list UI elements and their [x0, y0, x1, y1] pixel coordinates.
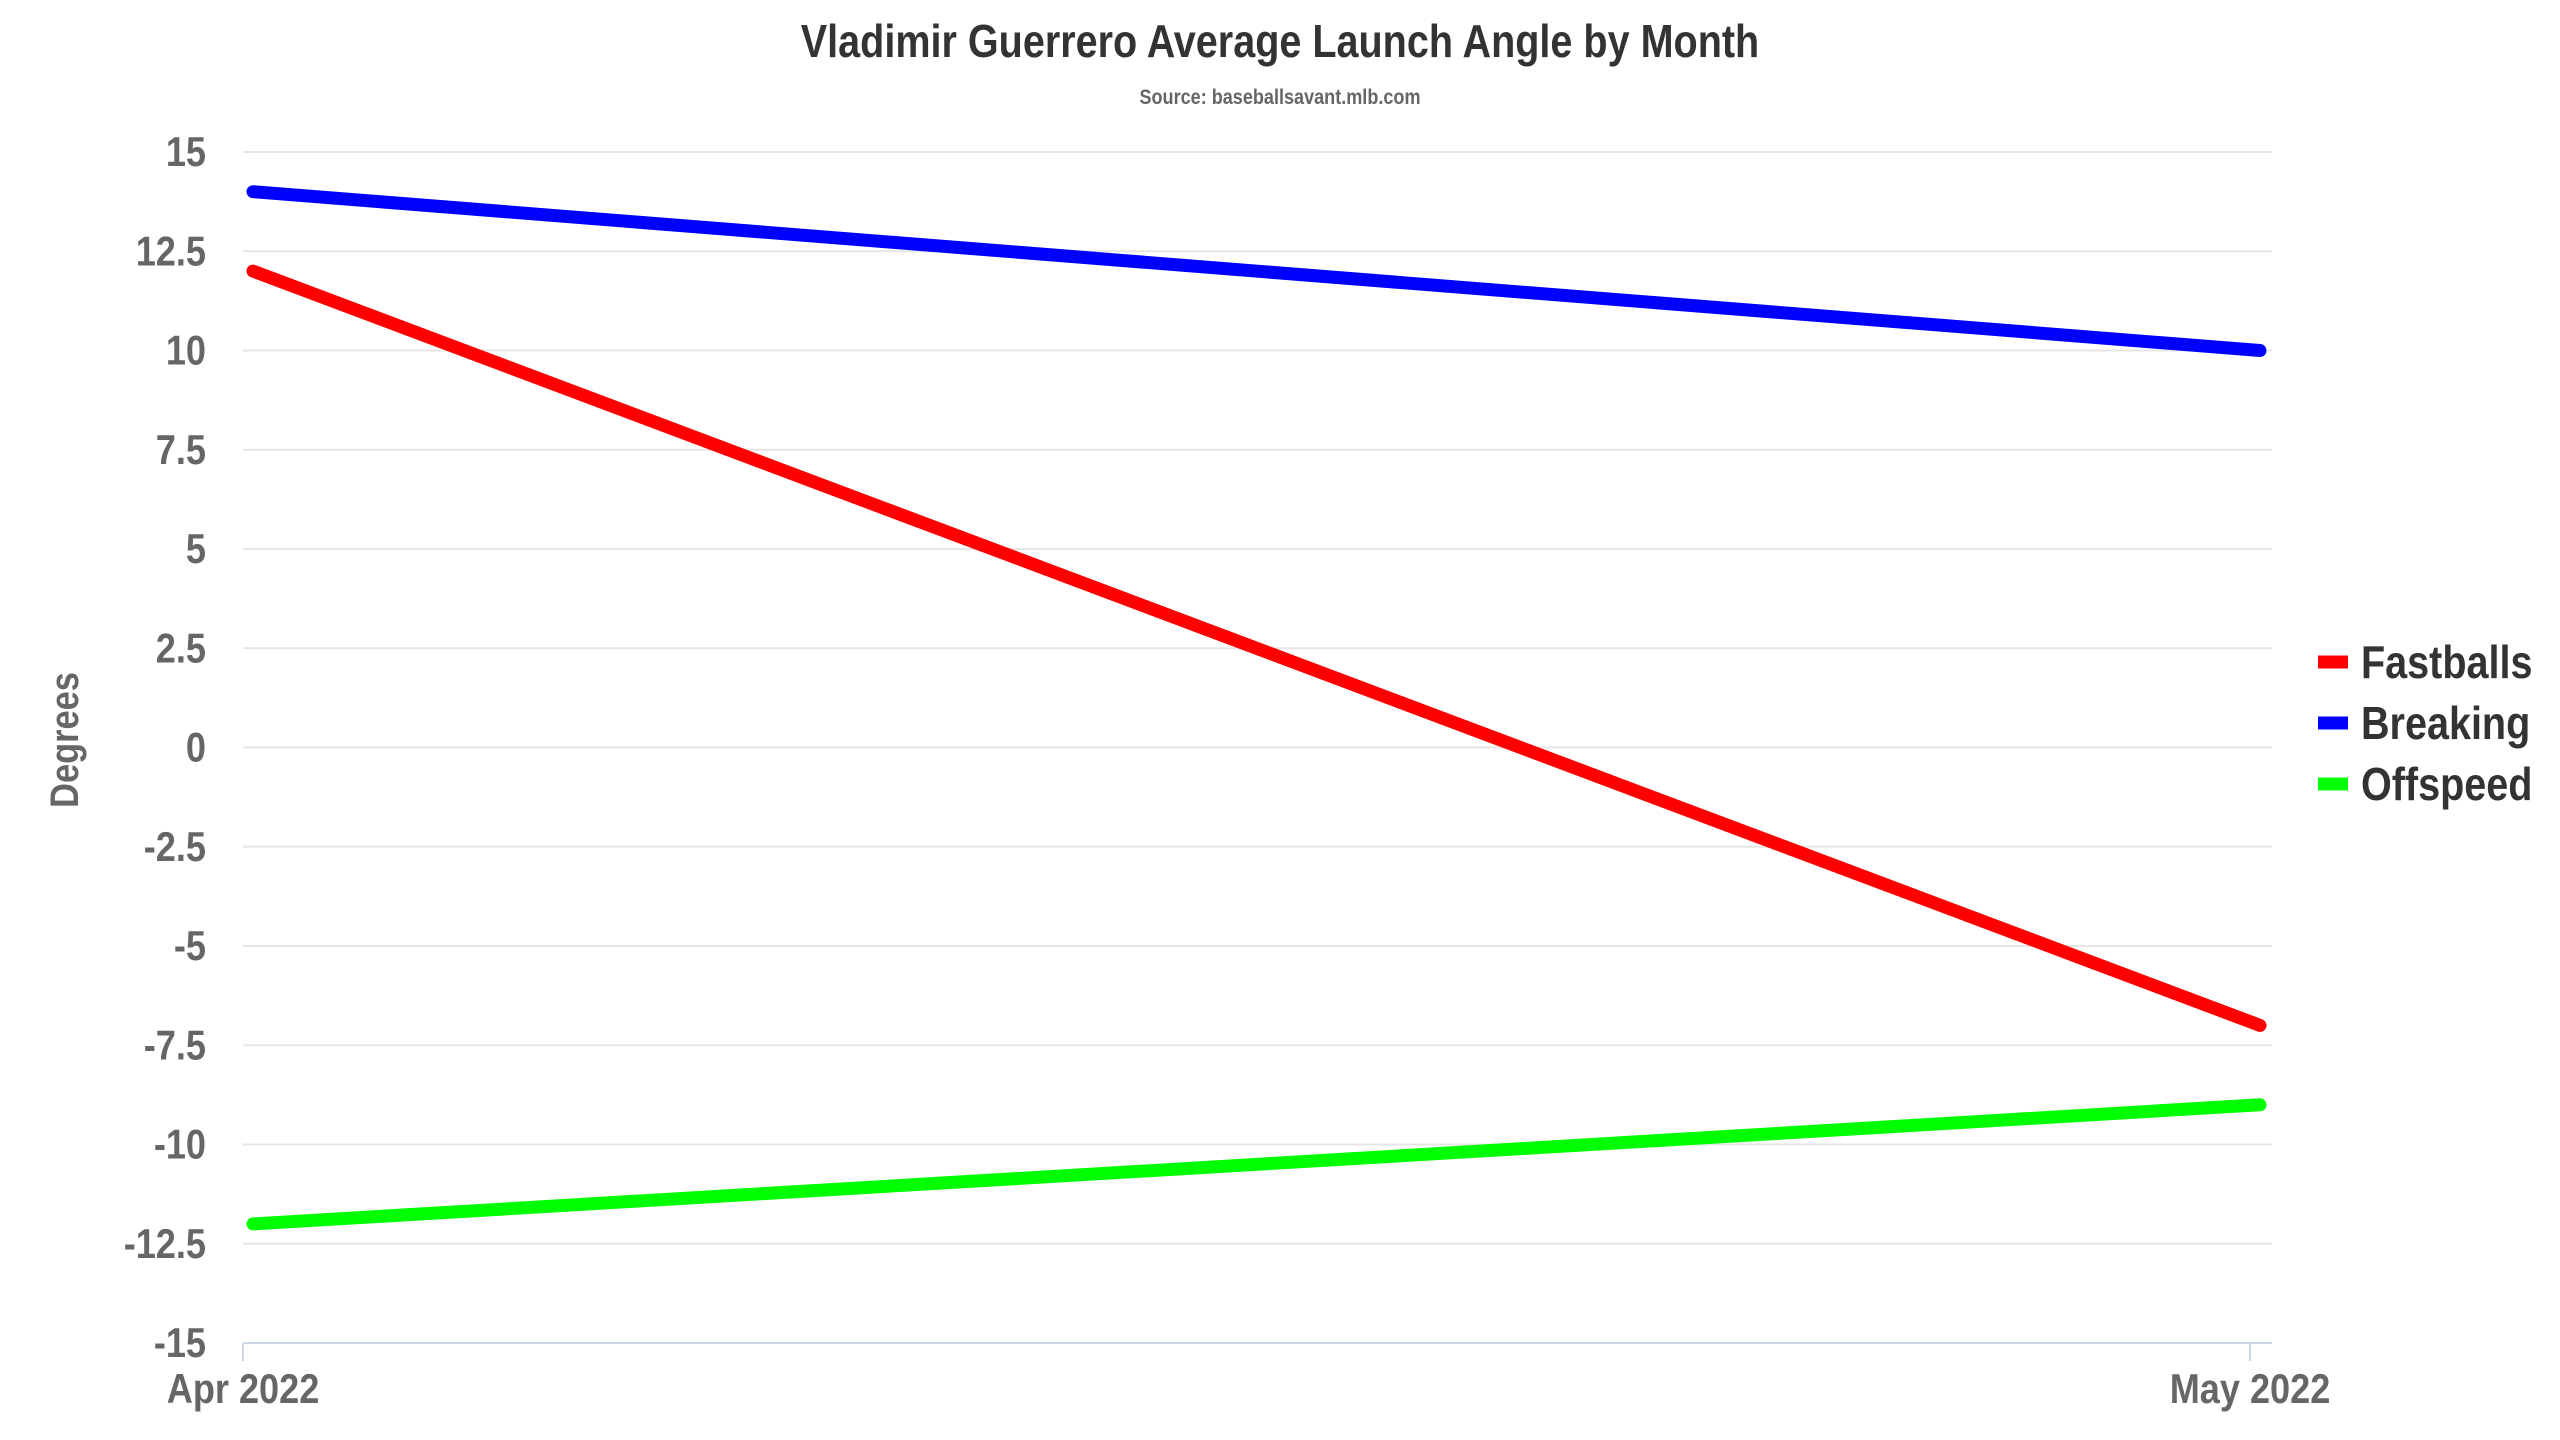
legend-item-fastballs[interactable]: Fastballs	[2318, 637, 2532, 689]
y-tick-label: -2.5	[144, 824, 206, 870]
y-tick-label: -5	[174, 924, 206, 970]
y-axis-title: Degrees	[42, 672, 87, 808]
y-tick-label: -10	[154, 1122, 206, 1168]
series-line-offspeed	[246, 1098, 2267, 1231]
legend-label: Breaking	[2361, 698, 2530, 749]
series-line-fastballs	[246, 264, 2267, 1032]
y-axis-ticks: 15 12.5 10 7.5 5 2.5 0 -2.5 -5 -7.5 -10 -12.5 -15	[124, 130, 206, 1367]
legend-item-breaking[interactable]: Breaking	[2318, 698, 2530, 750]
x-tick-label: May 2022	[2170, 1367, 2331, 1413]
legend-label: Offspeed	[2361, 759, 2532, 810]
grid-lines	[243, 151, 2272, 1245]
y-tick-label: 5	[186, 527, 206, 573]
y-tick-label: 15	[166, 130, 206, 176]
legend-label: Fastballs	[2361, 637, 2532, 688]
legend-item-offspeed[interactable]: Offspeed	[2318, 759, 2532, 811]
y-tick-label: 10	[166, 328, 206, 374]
chart-title: Vladimir Guerrero Average Launch Angle b…	[800, 15, 1760, 67]
y-tick-label: 12.5	[136, 229, 206, 275]
y-tick-label: -7.5	[144, 1023, 206, 1069]
x-axis-ticks: Apr 2022 May 2022	[167, 1343, 2331, 1413]
series-lines	[246, 185, 2267, 1231]
y-tick-label: 2.5	[156, 626, 206, 672]
chart-subtitle: Source: baseballsavant.mlb.com	[1139, 86, 1421, 109]
y-tick-label: 0	[186, 725, 206, 771]
x-tick-label: Apr 2022	[167, 1367, 320, 1413]
y-tick-label: 7.5	[156, 427, 206, 473]
y-tick-label: -12.5	[124, 1221, 206, 1267]
series-line-breaking	[246, 185, 2267, 357]
y-tick-label: -15	[154, 1321, 206, 1367]
legend[interactable]: Fastballs Breaking Offspeed	[2318, 637, 2532, 811]
